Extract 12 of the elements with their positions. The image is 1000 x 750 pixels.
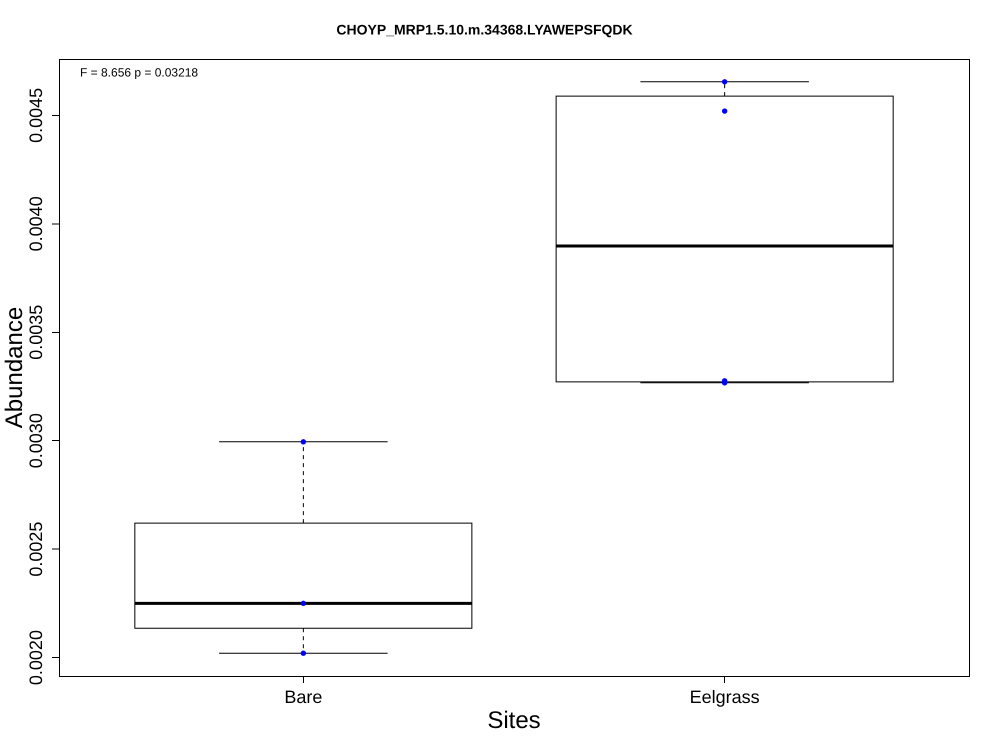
x-tick-label: Bare [284, 686, 322, 707]
x-tick-label: Eelgrass [690, 686, 760, 707]
y-tick-label: 0.0040 [26, 196, 46, 252]
annotation: F = 8.656 p = 0.03218 [80, 65, 198, 80]
y-tick-label: 0.0030 [26, 413, 46, 468]
chart-title: CHOYP_MRP1.5.10.m.34368.LYAWEPSFQDK [336, 21, 633, 38]
y-tick-label: 0.0020 [26, 630, 46, 686]
x-axis-title: Sites [487, 707, 541, 734]
y-tick-label: 0.0025 [26, 522, 46, 577]
y-axis-title: Abundance [1, 306, 28, 428]
y-tick-label: 0.0035 [26, 304, 46, 360]
y-tick-label: 0.0045 [26, 88, 46, 143]
